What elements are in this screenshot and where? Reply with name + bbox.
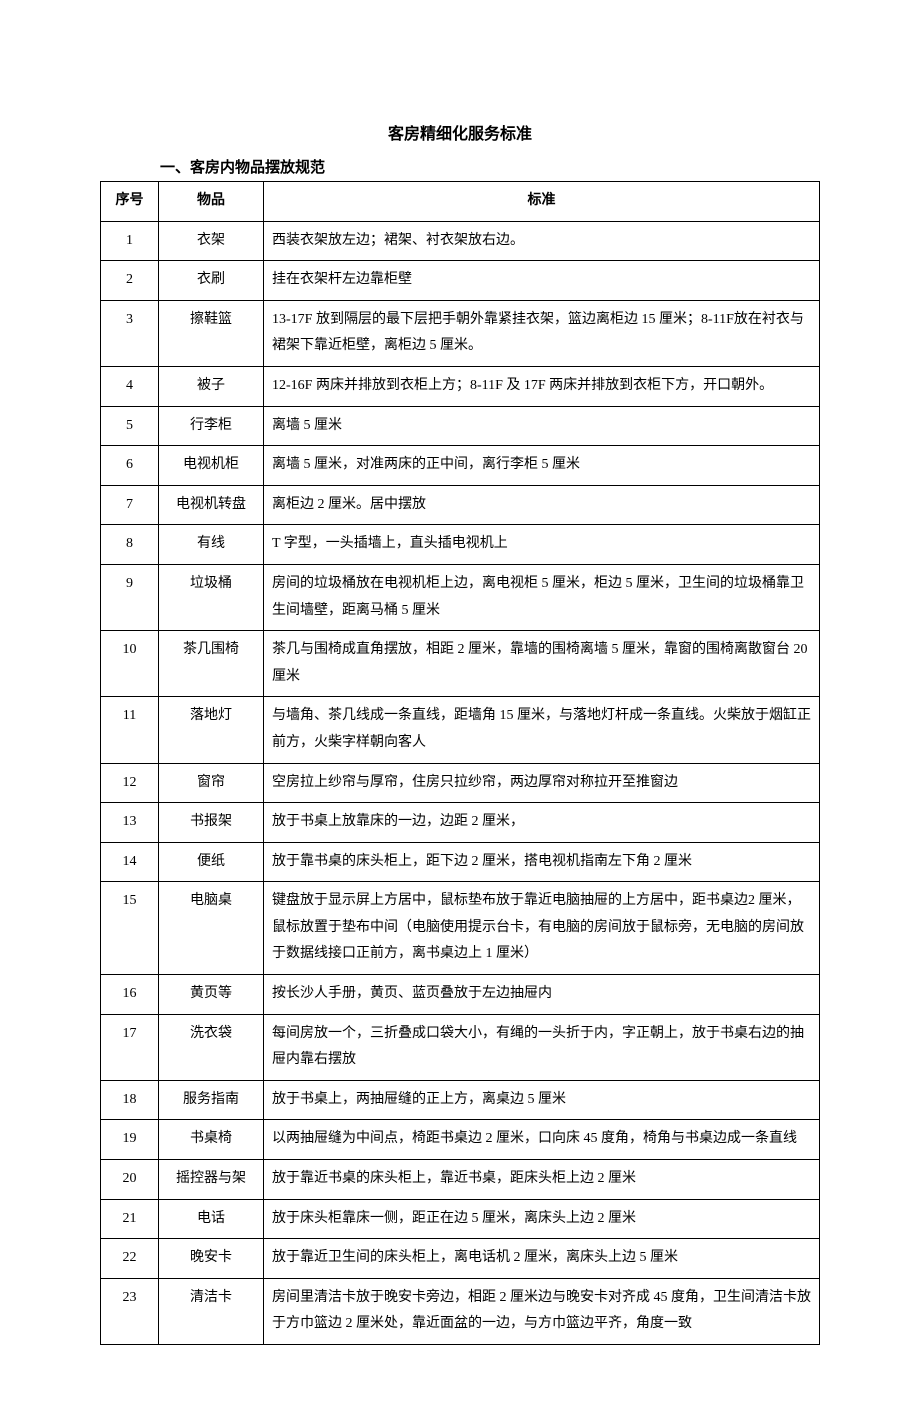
table-row: 9垃圾桶房间的垃圾桶放在电视机柜上边，离电视柜 5 厘米，柜边 5 厘米，卫生间… bbox=[101, 564, 820, 630]
cell-item: 有线 bbox=[159, 525, 264, 565]
table-row: 8有线T 字型，一头插墙上，直头插电视机上 bbox=[101, 525, 820, 565]
cell-item: 窗帘 bbox=[159, 763, 264, 803]
cell-item: 电话 bbox=[159, 1199, 264, 1239]
cell-item: 茶几围椅 bbox=[159, 631, 264, 697]
table-row: 10茶几围椅茶几与围椅成直角摆放，相距 2 厘米，靠墙的围椅离墙 5 厘米，靠窗… bbox=[101, 631, 820, 697]
cell-standard: 每间房放一个，三折叠成口袋大小，有绳的一头折于内，字正朝上，放于书桌右边的抽屉内… bbox=[264, 1014, 820, 1080]
cell-seq: 18 bbox=[101, 1080, 159, 1120]
cell-standard: 放于靠近书桌的床头柜上，靠近书桌，距床头柜上边 2 厘米 bbox=[264, 1160, 820, 1200]
cell-seq: 2 bbox=[101, 261, 159, 301]
standards-table: 序号 物品 标准 1衣架西装衣架放左边；裙架、衬衣架放右边。2衣刷挂在衣架杆左边… bbox=[100, 181, 820, 1345]
table-row: 19书桌椅以两抽屉缝为中间点，椅距书桌边 2 厘米，口向床 45 度角，椅角与书… bbox=[101, 1120, 820, 1160]
cell-seq: 1 bbox=[101, 221, 159, 261]
cell-seq: 10 bbox=[101, 631, 159, 697]
cell-seq: 13 bbox=[101, 803, 159, 843]
table-row: 5行李柜离墙 5 厘米 bbox=[101, 406, 820, 446]
table-header-row: 序号 物品 标准 bbox=[101, 182, 820, 222]
cell-standard: T 字型，一头插墙上，直头插电视机上 bbox=[264, 525, 820, 565]
table-row: 22晚安卡放于靠近卫生间的床头柜上，离电话机 2 厘米，离床头上边 5 厘米 bbox=[101, 1239, 820, 1279]
cell-seq: 12 bbox=[101, 763, 159, 803]
cell-item: 黄页等 bbox=[159, 975, 264, 1015]
cell-standard: 放于床头柜靠床一侧，距正在边 5 厘米，离床头上边 2 厘米 bbox=[264, 1199, 820, 1239]
cell-standard: 房间里清洁卡放于晚安卡旁边，相距 2 厘米边与晚安卡对齐成 45 度角，卫生间清… bbox=[264, 1278, 820, 1344]
cell-seq: 6 bbox=[101, 446, 159, 486]
cell-item: 电脑桌 bbox=[159, 882, 264, 975]
cell-standard: 空房拉上纱帘与厚帘，住房只拉纱帘，两边厚帘对称拉开至推窗边 bbox=[264, 763, 820, 803]
cell-item: 擦鞋篮 bbox=[159, 300, 264, 366]
table-row: 2衣刷挂在衣架杆左边靠柜壁 bbox=[101, 261, 820, 301]
cell-seq: 19 bbox=[101, 1120, 159, 1160]
cell-standard: 12-16F 两床并排放到衣柜上方；8-11F 及 17F 两床并排放到衣柜下方… bbox=[264, 366, 820, 406]
table-row: 12窗帘空房拉上纱帘与厚帘，住房只拉纱帘，两边厚帘对称拉开至推窗边 bbox=[101, 763, 820, 803]
table-row: 14便纸放于靠书桌的床头柜上，距下边 2 厘米，搭电视机指南左下角 2 厘米 bbox=[101, 842, 820, 882]
cell-seq: 7 bbox=[101, 485, 159, 525]
cell-standard: 放于书桌上放靠床的一边，边距 2 厘米， bbox=[264, 803, 820, 843]
table-row: 1衣架西装衣架放左边；裙架、衬衣架放右边。 bbox=[101, 221, 820, 261]
cell-seq: 5 bbox=[101, 406, 159, 446]
cell-standard: 键盘放于显示屏上方居中，鼠标垫布放于靠近电脑抽屉的上方居中，距书桌边2 厘米，鼠… bbox=[264, 882, 820, 975]
cell-standard: 13-17F 放到隔层的最下层把手朝外靠紧挂衣架，篮边离柜边 15 厘米；8-1… bbox=[264, 300, 820, 366]
cell-seq: 22 bbox=[101, 1239, 159, 1279]
cell-item: 行李柜 bbox=[159, 406, 264, 446]
cell-standard: 西装衣架放左边；裙架、衬衣架放右边。 bbox=[264, 221, 820, 261]
cell-seq: 4 bbox=[101, 366, 159, 406]
cell-seq: 11 bbox=[101, 697, 159, 763]
cell-item: 清洁卡 bbox=[159, 1278, 264, 1344]
table-row: 7电视机转盘离柜边 2 厘米。居中摆放 bbox=[101, 485, 820, 525]
table-row: 21电话放于床头柜靠床一侧，距正在边 5 厘米，离床头上边 2 厘米 bbox=[101, 1199, 820, 1239]
cell-item: 衣刷 bbox=[159, 261, 264, 301]
cell-item: 电视机转盘 bbox=[159, 485, 264, 525]
cell-seq: 16 bbox=[101, 975, 159, 1015]
cell-item: 衣架 bbox=[159, 221, 264, 261]
header-seq: 序号 bbox=[101, 182, 159, 222]
table-row: 15电脑桌键盘放于显示屏上方居中，鼠标垫布放于靠近电脑抽屉的上方居中，距书桌边2… bbox=[101, 882, 820, 975]
cell-seq: 9 bbox=[101, 564, 159, 630]
table-row: 13书报架放于书桌上放靠床的一边，边距 2 厘米， bbox=[101, 803, 820, 843]
table-row: 23清洁卡房间里清洁卡放于晚安卡旁边，相距 2 厘米边与晚安卡对齐成 45 度角… bbox=[101, 1278, 820, 1344]
document-title: 客房精细化服务标准 bbox=[100, 120, 820, 144]
cell-item: 书报架 bbox=[159, 803, 264, 843]
cell-item: 书桌椅 bbox=[159, 1120, 264, 1160]
cell-item: 垃圾桶 bbox=[159, 564, 264, 630]
cell-standard: 以两抽屉缝为中间点，椅距书桌边 2 厘米，口向床 45 度角，椅角与书桌边成一条… bbox=[264, 1120, 820, 1160]
cell-item: 电视机柜 bbox=[159, 446, 264, 486]
cell-item: 落地灯 bbox=[159, 697, 264, 763]
cell-seq: 21 bbox=[101, 1199, 159, 1239]
cell-seq: 3 bbox=[101, 300, 159, 366]
table-row: 11落地灯与墙角、茶几线成一条直线，距墙角 15 厘米，与落地灯杆成一条直线。火… bbox=[101, 697, 820, 763]
table-row: 17洗衣袋每间房放一个，三折叠成口袋大小，有绳的一头折于内，字正朝上，放于书桌右… bbox=[101, 1014, 820, 1080]
cell-standard: 放于靠书桌的床头柜上，距下边 2 厘米，搭电视机指南左下角 2 厘米 bbox=[264, 842, 820, 882]
section-header: 一、客房内物品摆放规范 bbox=[100, 156, 820, 177]
cell-item: 晚安卡 bbox=[159, 1239, 264, 1279]
cell-item: 服务指南 bbox=[159, 1080, 264, 1120]
cell-standard: 离墙 5 厘米 bbox=[264, 406, 820, 446]
cell-item: 摇控器与架 bbox=[159, 1160, 264, 1200]
table-row: 4被子12-16F 两床并排放到衣柜上方；8-11F 及 17F 两床并排放到衣… bbox=[101, 366, 820, 406]
cell-seq: 17 bbox=[101, 1014, 159, 1080]
cell-standard: 放于书桌上，两抽屉缝的正上方，离桌边 5 厘米 bbox=[264, 1080, 820, 1120]
table-row: 3擦鞋篮13-17F 放到隔层的最下层把手朝外靠紧挂衣架，篮边离柜边 15 厘米… bbox=[101, 300, 820, 366]
cell-standard: 离柜边 2 厘米。居中摆放 bbox=[264, 485, 820, 525]
cell-item: 便纸 bbox=[159, 842, 264, 882]
header-item: 物品 bbox=[159, 182, 264, 222]
cell-standard: 茶几与围椅成直角摆放，相距 2 厘米，靠墙的围椅离墙 5 厘米，靠窗的围椅离散窗… bbox=[264, 631, 820, 697]
cell-seq: 8 bbox=[101, 525, 159, 565]
cell-seq: 23 bbox=[101, 1278, 159, 1344]
table-row: 20摇控器与架放于靠近书桌的床头柜上，靠近书桌，距床头柜上边 2 厘米 bbox=[101, 1160, 820, 1200]
cell-standard: 房间的垃圾桶放在电视机柜上边，离电视柜 5 厘米，柜边 5 厘米，卫生间的垃圾桶… bbox=[264, 564, 820, 630]
cell-seq: 20 bbox=[101, 1160, 159, 1200]
table-row: 16黄页等按长沙人手册，黄页、蓝页叠放于左边抽屉内 bbox=[101, 975, 820, 1015]
cell-standard: 与墙角、茶几线成一条直线，距墙角 15 厘米，与落地灯杆成一条直线。火柴放于烟缸… bbox=[264, 697, 820, 763]
cell-seq: 14 bbox=[101, 842, 159, 882]
table-row: 6电视机柜离墙 5 厘米，对准两床的正中间，离行李柜 5 厘米 bbox=[101, 446, 820, 486]
cell-standard: 按长沙人手册，黄页、蓝页叠放于左边抽屉内 bbox=[264, 975, 820, 1015]
header-standard: 标准 bbox=[264, 182, 820, 222]
cell-seq: 15 bbox=[101, 882, 159, 975]
cell-item: 洗衣袋 bbox=[159, 1014, 264, 1080]
table-row: 18服务指南放于书桌上，两抽屉缝的正上方，离桌边 5 厘米 bbox=[101, 1080, 820, 1120]
cell-item: 被子 bbox=[159, 366, 264, 406]
cell-standard: 挂在衣架杆左边靠柜壁 bbox=[264, 261, 820, 301]
cell-standard: 放于靠近卫生间的床头柜上，离电话机 2 厘米，离床头上边 5 厘米 bbox=[264, 1239, 820, 1279]
cell-standard: 离墙 5 厘米，对准两床的正中间，离行李柜 5 厘米 bbox=[264, 446, 820, 486]
